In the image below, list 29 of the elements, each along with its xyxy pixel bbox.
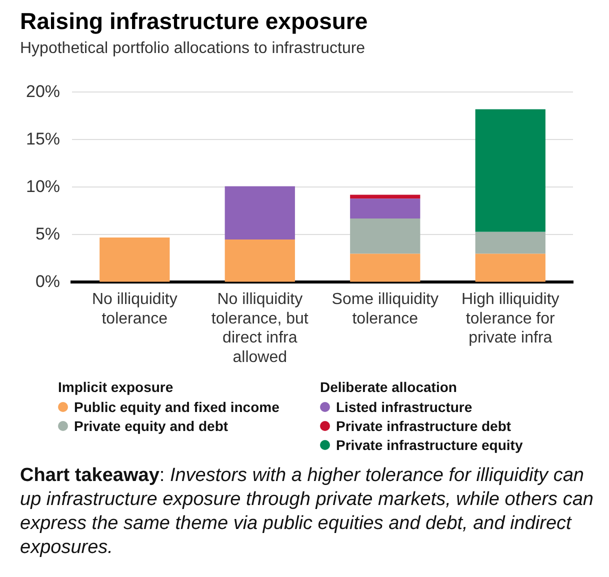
bar xyxy=(475,109,546,232)
chart-title: Raising infrastructure exposure xyxy=(20,8,368,35)
bar xyxy=(100,238,170,282)
bar xyxy=(350,194,420,199)
y-tick-label: 5% xyxy=(35,224,60,244)
chart-subtitle: Hypothetical portfolio allocations to infrastructure xyxy=(20,40,366,58)
text: Deliberate allocation xyxy=(320,378,458,397)
bar xyxy=(350,218,420,254)
y-tick-label: 10% xyxy=(26,176,60,196)
y-tick-label: 15% xyxy=(26,129,60,148)
legend-label: Private infrastructure debt xyxy=(336,418,512,434)
bar xyxy=(224,239,295,282)
legend-label: Private equity and debt xyxy=(74,418,228,434)
legend-label: Listed infrastructure xyxy=(336,398,472,414)
x-tick-label: Some illiquidity tolerance xyxy=(332,291,438,328)
text: Implicit exposure xyxy=(58,378,174,397)
y-tick-label: 20% xyxy=(26,82,60,101)
legend-label: Private infrastructure equity xyxy=(336,436,523,452)
bar xyxy=(224,186,295,240)
bar xyxy=(350,198,420,219)
x-tick-label: No illiquidity tolerance, but direct infra allowed xyxy=(211,291,309,366)
legend-label: Public equity and fixed income xyxy=(74,398,280,414)
bar xyxy=(475,232,546,254)
bar xyxy=(475,254,546,282)
x-tick-label: No illiquidity tolerance xyxy=(92,291,178,328)
bar xyxy=(350,254,420,282)
y-tick-label: 0% xyxy=(35,272,60,291)
x-tick-label: High illiquidity tolerance for private infra xyxy=(461,291,560,347)
text: Chart takeaway: Investors with a higher tolerance for illiquidity can up infrastructure exposure through private markets, while others can express the same theme via public equities and debt, and indirect exposures. xyxy=(20,464,594,560)
